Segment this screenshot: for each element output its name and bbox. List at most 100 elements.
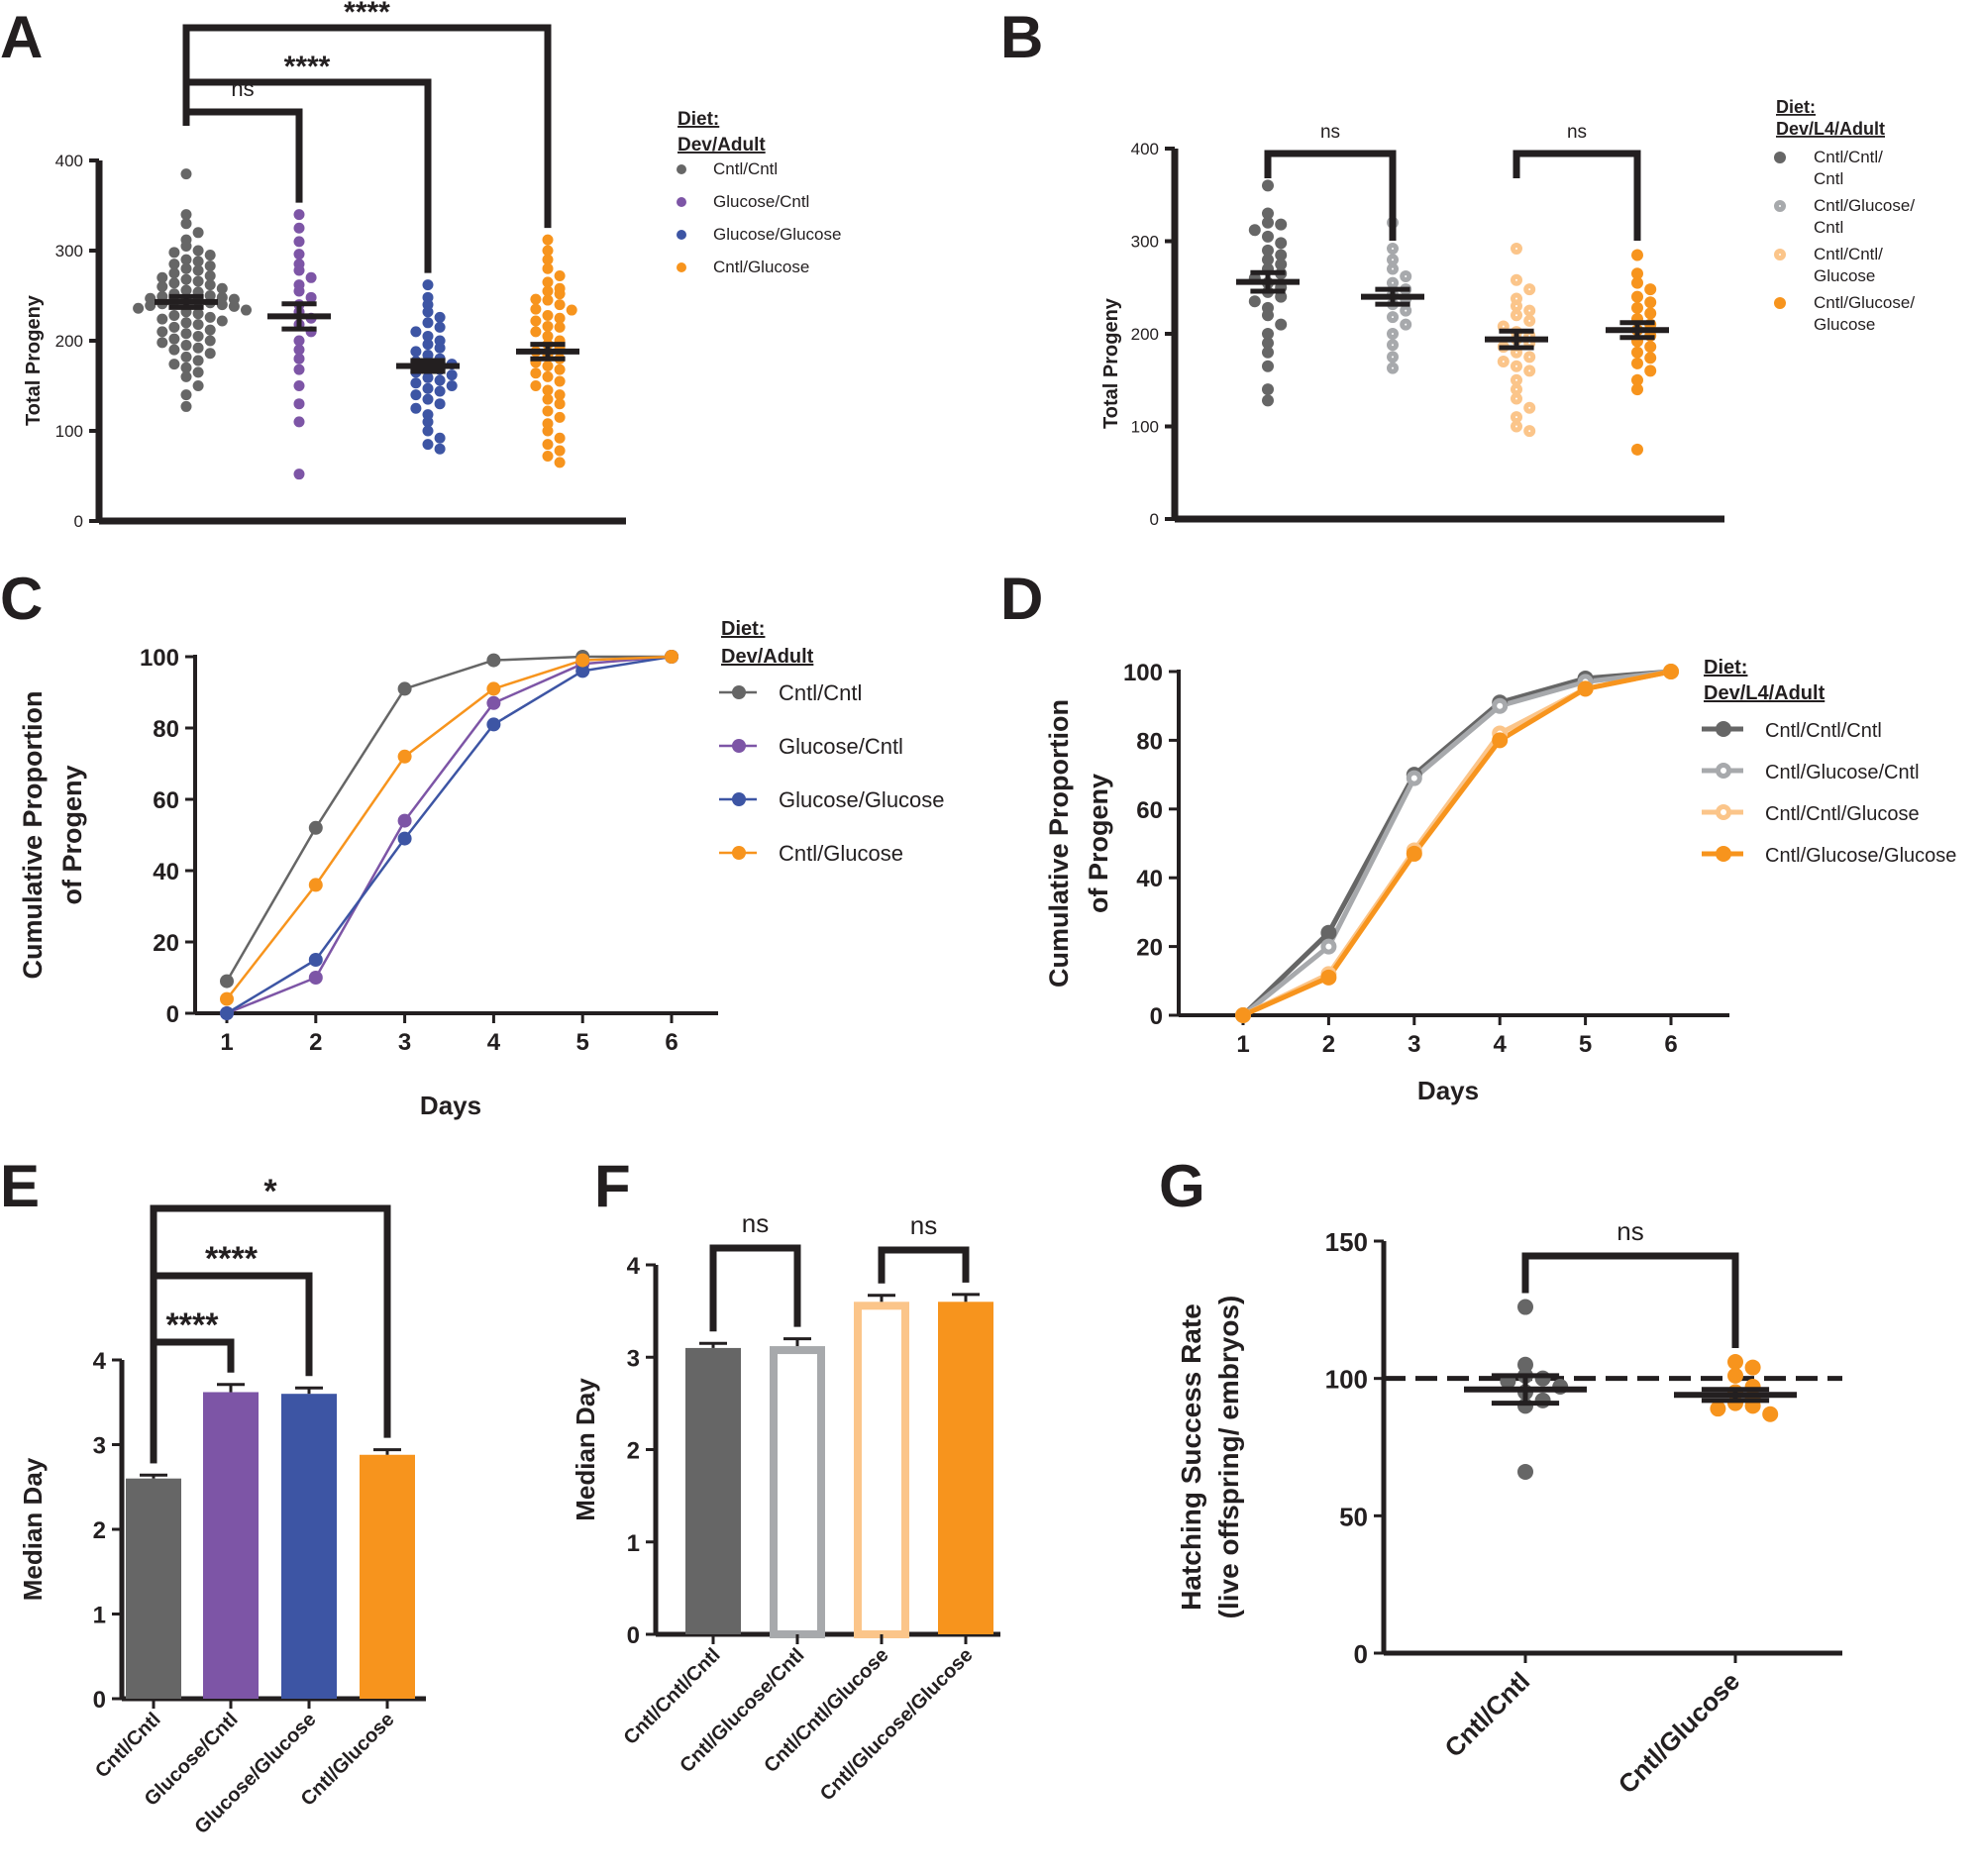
a-series-2-point-7	[410, 326, 422, 338]
c-x-tick-label-0: 1	[220, 1029, 233, 1056]
a-series-0-point-3	[192, 227, 204, 239]
a-series-3-point-11	[554, 299, 566, 311]
a-series-3-point-42	[554, 432, 566, 444]
c-y-tick-label-5: 100	[140, 645, 179, 672]
a-series-0-point-12	[204, 260, 216, 271]
b-series-1-point-12	[1400, 318, 1412, 331]
d-y-tick-label-1: 20	[1136, 935, 1163, 962]
a-series-0-point-52	[156, 326, 168, 338]
a-series-0-point-47	[216, 315, 228, 327]
a-y-tick-label-1: 100	[55, 422, 83, 441]
e-y-tick-label-2: 2	[93, 1517, 106, 1544]
a-series-2-point-26	[434, 385, 446, 397]
a-series-2-point-30	[410, 402, 422, 414]
b-legend-label-3-1: Glucose	[1814, 315, 1875, 334]
a-series-1-point-2	[293, 236, 305, 248]
panel-g-chart: 0 50 100 150 Hatching Success Rate (live offs…	[1176, 1216, 1842, 1800]
d-series-line-3	[1241, 669, 1672, 1018]
b-series-1-point-14	[1387, 339, 1399, 352]
a-series-0-point-13	[180, 262, 192, 274]
a-series-0-point-24	[180, 284, 192, 296]
a-series-3-point-44	[554, 445, 566, 457]
panel-c-chart: 0 20 40 60 80 100 1 2 3 4 5 6 Days Cumulative Proport…	[18, 618, 945, 1120]
g-y-axis-label-line-1: (live offspring/ embryos)	[1213, 1296, 1244, 1619]
panel-b-chart: 0 100 200 300 400 Total Progeny ns ns Diet:Dev/L…	[1100, 97, 1915, 529]
b-series-3-point-19	[1631, 383, 1643, 396]
a-series-0-point-55	[168, 333, 180, 345]
e-x-tick-label-0: Cntl/Cntl	[91, 1709, 164, 1782]
c-legend-marker-3	[732, 846, 746, 860]
b-series-0-point-18	[1248, 295, 1261, 308]
c-legend-title-line-1: Dev/Adult	[721, 646, 814, 668]
d-y-tick-label-0: 0	[1150, 1003, 1163, 1030]
a-series-0-point-14	[192, 264, 204, 276]
a-series-1-point-19	[293, 380, 305, 391]
f-y-tick-label-1: 1	[627, 1530, 640, 1557]
a-y-tick-label-4: 400	[55, 152, 83, 170]
d-y-axis-label-line-1: of Progeny	[1084, 774, 1113, 913]
a-legend-marker-2	[677, 230, 686, 240]
c-series-0-point-2	[397, 681, 412, 696]
b-series-2-point-23	[1511, 411, 1522, 424]
a-series-2-point-23	[410, 377, 422, 389]
a-series-0-point-37	[216, 299, 228, 311]
f-bar-0	[685, 1347, 741, 1634]
c-series-0-point-0	[220, 974, 234, 989]
a-series-0-point-20	[168, 277, 180, 289]
a-series-3-point-14	[542, 310, 554, 322]
b-series-2-point-16	[1497, 356, 1510, 368]
f-bar-1	[770, 1346, 825, 1639]
a-series-2-point-8	[422, 330, 434, 342]
a-series-2-point-33	[422, 425, 434, 437]
a-series-1-point-3	[293, 249, 305, 261]
c-series-2-point-3	[486, 717, 501, 732]
b-series-2-point-17	[1511, 360, 1522, 372]
b-series-3-point-2	[1631, 276, 1643, 289]
panel-letter-g: G	[1159, 1153, 1205, 1219]
g-series-0-point-0	[1517, 1299, 1533, 1315]
b-series-3-point-13	[1644, 341, 1657, 354]
a-series-1-point-15	[293, 335, 305, 347]
e-bar-0	[126, 1478, 181, 1699]
a-series-0-point-57	[156, 337, 168, 349]
a-series-3-point-12	[530, 303, 542, 315]
d-y-axis-label-line-0: Cumulative Proportion	[1044, 699, 1074, 988]
b-legend-label-0-1: Cntl	[1814, 169, 1843, 188]
b-comparison-bracket-0	[1264, 150, 1397, 241]
a-series-3-point-20	[542, 330, 554, 342]
a-series-0-point-63	[192, 355, 204, 366]
a-series-2-point-35	[422, 439, 434, 451]
d-x-axis-label: Days	[1417, 1076, 1479, 1105]
f-y-tick-label-2: 2	[627, 1438, 640, 1465]
f-comparison-bracket-0	[709, 1244, 801, 1332]
c-series-0-point-1	[308, 820, 323, 835]
d-series-line-1	[1241, 669, 1672, 1017]
c-x-axis-label: Days	[420, 1091, 481, 1120]
a-series-1-point-8	[293, 285, 305, 297]
b-series-1-point-4	[1400, 270, 1412, 283]
panel-letter-e: E	[0, 1153, 40, 1219]
b-series-0-point-20	[1262, 309, 1274, 322]
c-series-3-point-2	[397, 749, 412, 764]
e-comparison-label-0: ****	[166, 1306, 220, 1344]
b-series-2-point-22	[1523, 401, 1536, 414]
b-y-tick-label-0: 0	[1150, 510, 1159, 529]
b-series-2-point-21	[1511, 392, 1522, 405]
b-series-2-point-7	[1523, 314, 1536, 327]
b-series-3-point-1	[1631, 267, 1643, 280]
c-legend-marker-0	[732, 685, 746, 699]
f-y-tick-label-0: 0	[627, 1622, 640, 1649]
c-y-tick-label-1: 20	[153, 930, 179, 957]
a-series-2-point-27	[410, 389, 422, 401]
a-series-0-point-43	[192, 308, 204, 320]
a-legend-marker-0	[677, 164, 686, 174]
a-series-0-point-64	[168, 359, 180, 370]
a-series-2-point-5	[422, 317, 434, 329]
a-series-0-point-10	[192, 256, 204, 267]
c-x-tick-label-4: 5	[576, 1029, 589, 1056]
c-x-tick-label-3: 4	[487, 1029, 501, 1056]
g-x-tick-label-0: Cntl/Cntl	[1438, 1666, 1535, 1763]
panel-letter-b: B	[1000, 4, 1043, 70]
a-series-0-point-11	[168, 259, 180, 270]
